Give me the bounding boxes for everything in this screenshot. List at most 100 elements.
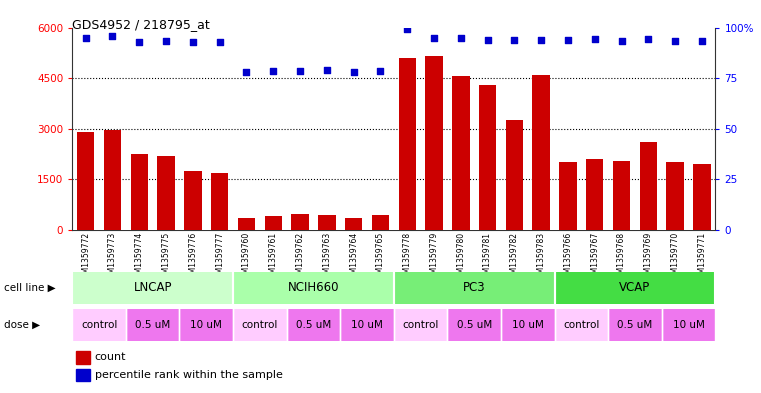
Text: GSM1359767: GSM1359767 xyxy=(591,232,599,283)
Text: GDS4952 / 218795_at: GDS4952 / 218795_at xyxy=(72,18,210,31)
Text: 0.5 uM: 0.5 uM xyxy=(135,320,170,330)
Text: GSM1359764: GSM1359764 xyxy=(349,232,358,283)
Text: count: count xyxy=(95,352,126,362)
Bar xyxy=(559,162,577,230)
Text: dose ▶: dose ▶ xyxy=(4,320,40,330)
Text: GSM1359781: GSM1359781 xyxy=(483,232,492,283)
Text: LNCAP: LNCAP xyxy=(133,281,172,294)
Point xyxy=(535,37,547,43)
Text: cell line ▶: cell line ▶ xyxy=(4,283,56,293)
Point xyxy=(186,39,199,45)
Text: GSM1359779: GSM1359779 xyxy=(429,232,438,283)
Point xyxy=(669,38,681,44)
Text: GSM1359783: GSM1359783 xyxy=(537,232,546,283)
Point xyxy=(294,68,306,74)
Bar xyxy=(75,369,90,381)
Bar xyxy=(479,85,496,230)
Point xyxy=(508,37,521,43)
Bar xyxy=(131,154,148,230)
Point xyxy=(160,38,172,44)
Bar xyxy=(447,309,501,341)
Bar xyxy=(75,351,90,364)
Bar xyxy=(533,75,550,230)
Text: control: control xyxy=(403,320,439,330)
Bar xyxy=(555,309,608,341)
Bar xyxy=(452,76,470,230)
Bar xyxy=(501,309,555,341)
Bar xyxy=(394,309,447,341)
Bar xyxy=(693,164,711,230)
Text: 0.5 uM: 0.5 uM xyxy=(296,320,331,330)
Text: percentile rank within the sample: percentile rank within the sample xyxy=(95,370,282,380)
Bar xyxy=(211,173,228,230)
Text: GSM1359773: GSM1359773 xyxy=(108,232,117,283)
Point xyxy=(642,36,654,42)
Bar xyxy=(394,272,555,304)
Bar xyxy=(158,156,175,230)
Text: GSM1359782: GSM1359782 xyxy=(510,232,519,283)
Point xyxy=(562,37,574,43)
Point xyxy=(240,69,253,75)
Point xyxy=(320,67,333,73)
Bar xyxy=(340,309,394,341)
Bar xyxy=(233,309,287,341)
Bar xyxy=(291,215,309,230)
Text: 10 uM: 10 uM xyxy=(351,320,383,330)
Bar xyxy=(237,218,255,230)
Bar xyxy=(371,215,389,230)
Bar xyxy=(608,309,662,341)
Point xyxy=(616,38,628,44)
Text: VCAP: VCAP xyxy=(619,281,651,294)
Point xyxy=(107,33,119,39)
Bar xyxy=(555,272,715,304)
Text: control: control xyxy=(81,320,117,330)
Text: GSM1359760: GSM1359760 xyxy=(242,232,251,283)
Bar xyxy=(586,159,603,230)
Point xyxy=(348,69,360,75)
Bar xyxy=(265,217,282,230)
Point xyxy=(80,35,92,41)
Bar xyxy=(613,161,630,230)
Text: GSM1359766: GSM1359766 xyxy=(563,232,572,283)
Text: GSM1359778: GSM1359778 xyxy=(403,232,412,283)
Point xyxy=(267,68,279,75)
Text: 10 uM: 10 uM xyxy=(190,320,222,330)
Text: NCIH660: NCIH660 xyxy=(288,281,339,294)
Text: 0.5 uM: 0.5 uM xyxy=(457,320,492,330)
Point xyxy=(696,37,708,44)
Bar xyxy=(505,120,523,230)
Point xyxy=(133,39,145,45)
Bar xyxy=(640,142,657,230)
Text: GSM1359762: GSM1359762 xyxy=(295,232,304,283)
Point xyxy=(589,36,601,42)
Text: GSM1359777: GSM1359777 xyxy=(215,232,224,283)
Bar xyxy=(667,162,684,230)
Point xyxy=(455,35,467,41)
Text: GSM1359780: GSM1359780 xyxy=(457,232,465,283)
Text: control: control xyxy=(563,320,600,330)
Text: GSM1359776: GSM1359776 xyxy=(189,232,197,283)
Text: PC3: PC3 xyxy=(463,281,486,294)
Text: GSM1359772: GSM1359772 xyxy=(81,232,91,283)
Bar xyxy=(287,309,340,341)
Bar xyxy=(103,130,121,230)
Text: 10 uM: 10 uM xyxy=(512,320,543,330)
Text: GSM1359770: GSM1359770 xyxy=(670,232,680,283)
Bar xyxy=(345,218,362,230)
Bar xyxy=(72,272,233,304)
Bar xyxy=(126,309,180,341)
Text: GSM1359771: GSM1359771 xyxy=(697,232,706,283)
Text: 10 uM: 10 uM xyxy=(673,320,705,330)
Point xyxy=(214,39,226,45)
Text: GSM1359775: GSM1359775 xyxy=(161,232,170,283)
Point xyxy=(401,26,413,32)
Text: 0.5 uM: 0.5 uM xyxy=(617,320,653,330)
Bar xyxy=(72,309,126,341)
Text: GSM1359761: GSM1359761 xyxy=(269,232,278,283)
Text: GSM1359768: GSM1359768 xyxy=(617,232,626,283)
Bar xyxy=(662,309,715,341)
Bar xyxy=(184,171,202,230)
Text: control: control xyxy=(242,320,278,330)
Bar xyxy=(399,58,416,230)
Text: GSM1359763: GSM1359763 xyxy=(323,232,331,283)
